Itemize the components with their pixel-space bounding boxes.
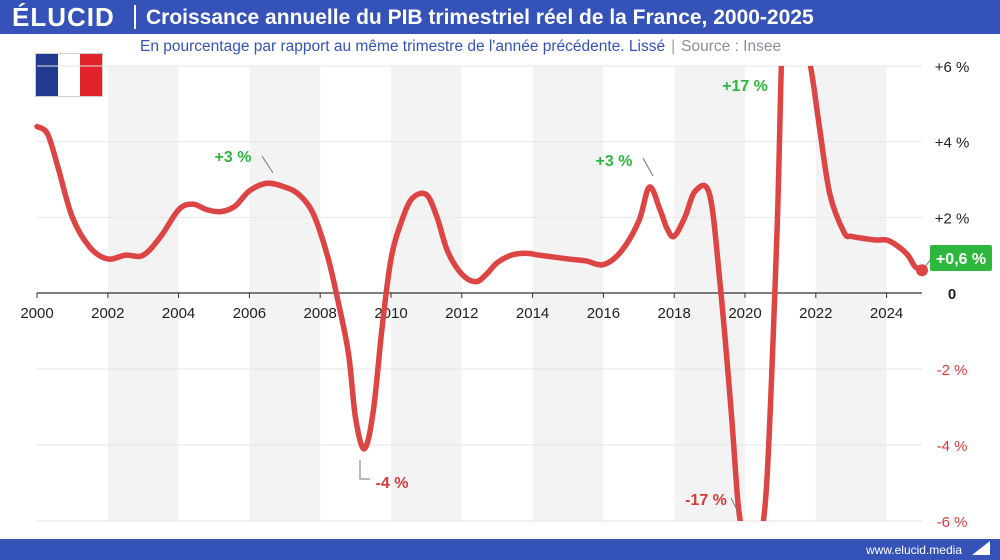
y-tick-label: -6 % [937, 514, 968, 531]
footer-bar [0, 539, 1000, 560]
subtitle-separator: | [671, 38, 676, 55]
source-text: Source : Insee [681, 38, 782, 55]
chart-title: Croissance annuelle du PIB trimestriel r… [146, 6, 814, 29]
header-divider [134, 5, 136, 29]
last-value-dot [916, 264, 928, 277]
x-tick-label: 2024 [870, 305, 903, 322]
series-layer [34, 66, 925, 521]
footer-url[interactable]: www.elucid.media [865, 543, 962, 557]
y-tick-label: +2 % [935, 210, 970, 227]
flag-stripe-white [58, 54, 80, 96]
x-tick-label: 2002 [91, 305, 124, 322]
annotations-layer: +3 % -4 % +3 % +17 % -17 % +0,6 % [215, 78, 992, 513]
x-tick-label: 2014 [516, 305, 549, 322]
series-line [34, 66, 925, 521]
flag-stripe-red [80, 54, 102, 96]
y-tick-label: 0 [948, 286, 956, 303]
x-tick-label: 2018 [658, 305, 691, 322]
annotation-leader [642, 157, 654, 177]
x-tick-label: 2004 [162, 305, 195, 322]
brand-logo: ÉLUCID [12, 2, 115, 32]
annotation-leader [261, 155, 274, 174]
annotation-label: +3 % [596, 153, 633, 170]
france-flag-icon [36, 54, 102, 96]
x-tick-label: 2020 [728, 305, 761, 322]
footer-logo-icon [972, 541, 990, 555]
y-tick-label: -2 % [937, 362, 968, 379]
x-tick-label: 2006 [233, 305, 266, 322]
annotation-leader [730, 497, 739, 513]
flag-stripe-blue [36, 54, 58, 96]
y-tick-label: +6 % [935, 59, 970, 76]
last-value-label: +0,6 % [936, 251, 986, 268]
annotation-label: +17 % [722, 78, 768, 95]
annotation-label: -4 % [376, 475, 409, 492]
annotation-leader [359, 460, 370, 480]
x-tick-label: 2012 [445, 305, 478, 322]
y-tick-label: -4 % [937, 438, 968, 455]
annotation-label: -17 % [685, 492, 727, 509]
subtitle-text: En pourcentage par rapport au même trime… [140, 38, 666, 55]
x-tick-label: 2008 [304, 305, 337, 322]
x-tick-label: 2022 [799, 305, 832, 322]
header-bar [0, 0, 1000, 34]
grid-lines [37, 65, 922, 522]
x-tick-label: 2000 [20, 305, 53, 322]
x-tick-label: 2016 [587, 305, 620, 322]
y-tick-label: +4 % [935, 135, 970, 152]
annotation-label: +3 % [215, 149, 252, 166]
x-tick-label: 2010 [374, 305, 407, 322]
last-value-badge [930, 245, 992, 271]
axes: +6 % +4 % +2 % 0 -2 % -4 % -6 % 2000 2002 2004 200… [20, 59, 969, 531]
chart-subtitle: En pourcentage par rapport au même trime… [140, 38, 781, 56]
